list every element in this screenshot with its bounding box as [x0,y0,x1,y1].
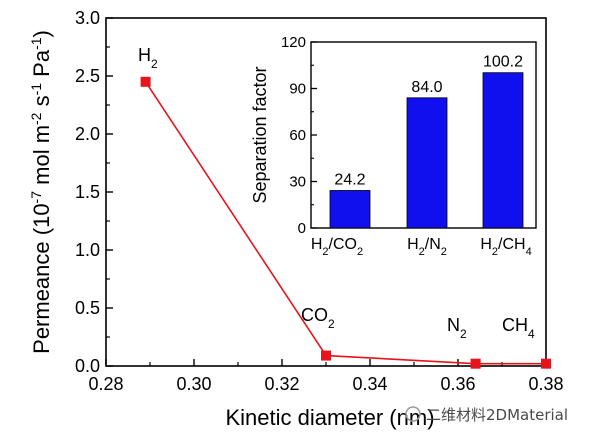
separation-bar-value-label: 84.0 [411,79,442,96]
x-tick-label: 0.28 [88,374,123,394]
inset-y-tick-label: 120 [281,34,306,51]
y-tick-label: 1.0 [75,240,100,260]
x-tick-label: 0.32 [264,374,299,394]
inset-y-tick-label: 90 [289,81,306,98]
inset-category-h2-n2: H2/N2 [407,236,447,258]
permeance-marker [140,76,151,87]
y-tick-label: 0.5 [75,298,100,318]
permeance-marker [470,358,481,369]
y-tick-label: 0.0 [75,356,100,376]
x-tick-label: 0.30 [176,374,211,394]
separation-bar [329,190,371,229]
y-tick-label: 3.0 [75,8,100,28]
inset-y-tick-label: 0 [298,220,306,237]
main-axis-ticks: 0.28 0.30 0.32 0.34 0.36 0.38 0.0 0.5 1.0 1.5 2.0 2… [75,8,564,394]
y-tick-label: 2.0 [75,124,100,144]
separation-bar [482,72,524,229]
separation-bar-value-label: 100.2 [483,54,523,71]
y-tick-label: 1.5 [75,182,100,202]
x-tick-label: 0.34 [352,374,387,394]
y-axis-label: Permeance (10-7 mol m-2 s-1 Pa-1) [28,30,54,354]
x-tick-label: 0.38 [528,374,563,394]
x-tick-label: 0.36 [440,374,475,394]
inset-y-tick-label: 30 [289,174,306,191]
inset-y-tick-label: 60 [289,127,306,144]
separation-bar [406,97,448,229]
separation-bar-value-label: 24.2 [334,171,365,188]
x-axis-label: Kinetic diameter (nm) [225,405,434,430]
y-tick-label: 2.5 [75,66,100,86]
watermark: 二维材料2DMaterial [405,406,568,424]
permeance-marker [541,358,551,369]
separation-factor-bars: 24.2 84.0 100.2 [329,54,524,229]
permeance-line [144,81,546,365]
watermark-text: 二维材料2DMaterial [426,406,568,424]
watermark-logo-icon [405,406,421,422]
inset-y-axis-label: Separation factor [250,66,270,203]
permeance-marker [321,350,331,361]
permeance-series [140,76,551,369]
